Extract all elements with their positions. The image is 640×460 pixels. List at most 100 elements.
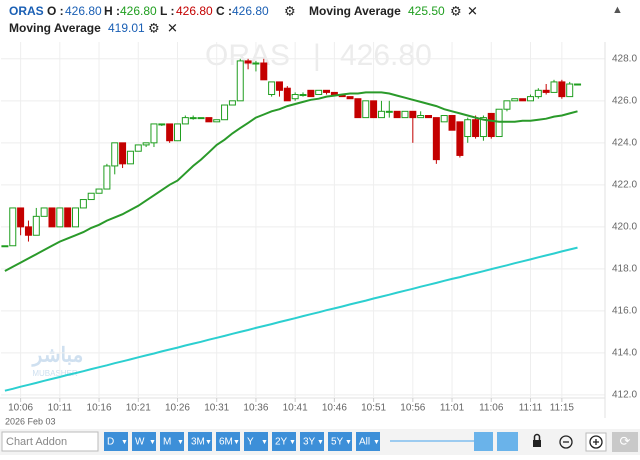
close-value: 426.80 bbox=[232, 4, 269, 18]
dropdown-arrow: ▼ bbox=[205, 439, 212, 446]
dropdown-arrow: ▼ bbox=[149, 439, 156, 446]
candle-body bbox=[142, 142, 150, 146]
candle-body bbox=[393, 110, 401, 119]
period-button[interactable] bbox=[160, 432, 184, 451]
candle-body bbox=[260, 62, 268, 81]
y-tick-label: 426.0 bbox=[612, 95, 637, 106]
candle-body bbox=[291, 94, 299, 100]
period-button[interactable] bbox=[104, 432, 128, 451]
plot bbox=[1, 58, 582, 392]
moving-average-line bbox=[4, 91, 578, 272]
settings-icon[interactable]: ⚙ bbox=[284, 3, 296, 18]
period-button[interactable] bbox=[300, 432, 324, 451]
period-button[interactable] bbox=[328, 432, 352, 451]
reset-button[interactable] bbox=[612, 432, 638, 452]
period-buttons: D ▼ W ▼ M ▼ 3M ▼ 6M ▼ Y ▼ 2Y ▼ 3Y ▼ 5Y ▼ All ▼ bbox=[104, 432, 380, 451]
candle-body bbox=[346, 96, 354, 100]
candle-body bbox=[566, 83, 574, 98]
dropdown-arrow: ▼ bbox=[317, 439, 324, 446]
ma-legend-name: Moving Average bbox=[309, 4, 401, 18]
candle-body bbox=[377, 110, 385, 119]
candle-body bbox=[268, 81, 276, 96]
x-tick-label: 10:46 bbox=[322, 403, 347, 414]
candle-body bbox=[362, 100, 370, 119]
candle-body bbox=[487, 112, 495, 138]
period-button[interactable] bbox=[356, 432, 380, 451]
period-label: 3Y bbox=[303, 437, 316, 448]
period-button[interactable] bbox=[244, 432, 268, 451]
candle-body bbox=[479, 117, 487, 138]
candle-body bbox=[150, 123, 158, 144]
candle-body bbox=[56, 207, 64, 228]
watermark-symbol: ORAS bbox=[205, 39, 290, 72]
slider-handle[interactable] bbox=[497, 432, 518, 451]
candle-body bbox=[550, 81, 558, 93]
close-icon[interactable]: ✕ bbox=[467, 3, 478, 18]
x-tick-label: 10:16 bbox=[87, 403, 112, 414]
dropdown-arrow: ▼ bbox=[289, 439, 296, 446]
candle-body bbox=[213, 119, 221, 123]
addon-placeholder: Chart Addon bbox=[6, 436, 67, 448]
candle-body bbox=[275, 81, 283, 91]
x-tick-label: 10:06 bbox=[8, 403, 33, 414]
period-label: 5Y bbox=[331, 437, 344, 448]
x-tick-label: 10:41 bbox=[283, 403, 308, 414]
candle-body bbox=[558, 81, 566, 98]
dropdown-arrow: ▼ bbox=[177, 439, 184, 446]
candle-body bbox=[519, 98, 527, 102]
addon-input[interactable] bbox=[1, 431, 99, 452]
y-tick-label: 424.0 bbox=[612, 137, 637, 148]
candle-body bbox=[189, 117, 197, 120]
watermark-divider: | bbox=[313, 39, 321, 72]
logo: مباشر bbox=[31, 344, 84, 367]
symbol: ORAS bbox=[9, 4, 44, 18]
period-button[interactable] bbox=[188, 432, 212, 451]
zoom-out-icon[interactable] bbox=[559, 435, 573, 449]
close-icon[interactable]: ✕ bbox=[167, 20, 178, 35]
candle-body bbox=[24, 226, 32, 236]
period-button[interactable] bbox=[272, 432, 296, 451]
candle-body bbox=[166, 123, 174, 142]
candle-body bbox=[228, 100, 236, 106]
candle-body bbox=[464, 119, 472, 138]
candle-body bbox=[119, 142, 127, 165]
period-button[interactable] bbox=[132, 432, 156, 451]
candle-body bbox=[283, 87, 291, 102]
candle-body bbox=[40, 207, 48, 217]
candle-body bbox=[409, 110, 417, 119]
period-label: W bbox=[135, 437, 145, 448]
settings-icon[interactable]: ⚙ bbox=[148, 20, 160, 35]
x-tick-label: 10:21 bbox=[126, 403, 151, 414]
candle-body bbox=[417, 115, 425, 119]
candle-body bbox=[17, 207, 25, 228]
y-tick-label: 428.0 bbox=[612, 53, 637, 64]
high-value: 426.80 bbox=[120, 4, 157, 18]
low-label: L : bbox=[160, 4, 174, 18]
slider-handle[interactable] bbox=[474, 432, 493, 451]
candle-body bbox=[526, 96, 534, 102]
candle-body bbox=[385, 110, 393, 113]
high-label: H : bbox=[104, 4, 120, 18]
candle-body bbox=[472, 119, 480, 138]
x-tick-label: 11:06 bbox=[479, 403, 504, 414]
y-tick-label: 412.0 bbox=[612, 390, 637, 401]
close-label: C : bbox=[216, 4, 232, 18]
period-label: D bbox=[107, 437, 114, 448]
x-tick-label: 10:36 bbox=[243, 403, 268, 414]
candle-body bbox=[134, 144, 142, 152]
period-button[interactable] bbox=[216, 432, 240, 451]
candle-body bbox=[158, 123, 166, 126]
lock-icon[interactable] bbox=[533, 440, 541, 447]
period-label: All bbox=[359, 437, 370, 448]
x-tick-label: 11:15 bbox=[550, 403, 575, 414]
candle-body bbox=[111, 142, 119, 167]
scroll-up-icon[interactable]: ▲ bbox=[612, 4, 623, 16]
candle-body bbox=[307, 89, 315, 98]
candle-body bbox=[574, 83, 582, 86]
settings-icon[interactable]: ⚙ bbox=[450, 3, 462, 18]
candle-body bbox=[64, 207, 72, 228]
dropdown-arrow: ▼ bbox=[233, 439, 240, 446]
candle-body bbox=[181, 117, 189, 125]
